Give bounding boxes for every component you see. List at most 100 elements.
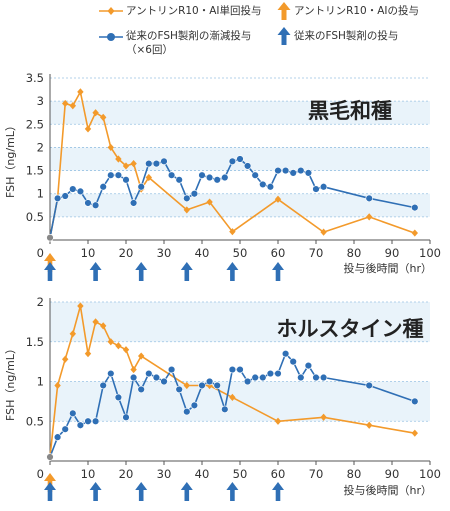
data-point-antrin [274, 417, 282, 425]
x-tick-label: 80 [347, 246, 362, 260]
data-point-conventional [281, 166, 290, 175]
data-point-conventional [61, 192, 69, 200]
data-point-conventional [228, 365, 237, 374]
x-axis-label: 投与後時間（hr） [344, 483, 433, 497]
data-point-conventional [91, 201, 100, 209]
data-point-conventional [289, 357, 297, 366]
data-point-conventional [53, 433, 62, 441]
data-point-conventional [76, 187, 85, 196]
data-point-antrin [92, 109, 99, 117]
chart-title: 黒毛和種 [308, 99, 392, 123]
data-point-antrin [115, 155, 122, 163]
data-point-conventional [122, 413, 130, 421]
data-point-conventional [69, 409, 77, 418]
data-point-conventional [160, 157, 168, 166]
data-point-conventional [243, 162, 252, 170]
data-point-antrin [183, 206, 190, 214]
chart-holstein-svg: 0.511.520 10 20 30 40 50 60 70 80 90 100FSH（ng/mL）… [4, 295, 441, 501]
data-point-conventional [319, 183, 328, 191]
data-point-conventional [129, 199, 138, 207]
data-point-antrin [62, 99, 69, 108]
data-point-antrin [411, 429, 418, 437]
data-point-conventional [266, 369, 275, 378]
y-tick-label: 1 [37, 187, 44, 201]
data-point-conventional [213, 381, 221, 390]
y-tick-label: 1.5 [26, 164, 44, 178]
plot-band [50, 101, 430, 125]
x-tick-label: 100 [419, 467, 441, 481]
data-point-antrin [100, 113, 107, 121]
x-tick-label: 20 [119, 246, 134, 260]
data-point-conventional [183, 408, 191, 416]
data-point-antrin [138, 352, 145, 360]
x-tick-label: 50 [233, 467, 248, 481]
data-point-conventional [84, 199, 92, 207]
data-point-antrin [145, 173, 152, 182]
legend-blue-arrow-label: 従来のFSH製剤の投与 [294, 30, 399, 42]
data-point-conventional [198, 381, 206, 390]
x-tick-label: 50 [233, 246, 248, 260]
y-axis-label: FSH（ng/mL） [4, 343, 17, 421]
chart-kuroge-wagyu: 0.5 1 1.5 2 2.5 3 3.5 0 10 20 30 40 50 60 70 80 90 100 FSH… [0, 64, 450, 292]
legend-orange-single-label: アントリンR10・AI単回投与 [126, 5, 262, 17]
x-tick-label: 40 [195, 467, 210, 481]
blue-dose-arrow-icon [180, 482, 193, 501]
legend-blue-multi-label: 従来のFSH製剤の漸減投与 [126, 30, 252, 42]
y-tick-label: 3.5 [26, 71, 44, 85]
data-point-conventional [304, 361, 313, 370]
data-point-conventional [281, 349, 290, 358]
x-tick-label: 90 [385, 246, 400, 260]
data-point-conventional [266, 183, 275, 191]
data-point-antrin [229, 228, 236, 236]
x-tick-label: 30 [157, 467, 172, 481]
data-point-conventional [251, 373, 259, 382]
data-point-conventional [152, 373, 161, 382]
x-tick-label: 10 [81, 246, 96, 260]
chart-kuroge-wagyu-svg: 0.5 1 1.5 2 2.5 3 3.5 0 10 20 30 40 50 60 70 80 90 100 FSH… [4, 71, 441, 281]
data-point-conventional [69, 185, 77, 193]
data-point-conventional [183, 194, 191, 203]
data-point-conventional [145, 159, 153, 168]
data-point-conventional [114, 171, 123, 179]
x-tick-label: 60 [271, 467, 286, 481]
data-point-antrin [274, 195, 282, 203]
legend-blue-multi-sublabel: （×6回） [126, 44, 173, 56]
data-point-origin [46, 233, 54, 242]
data-point-conventional [312, 373, 320, 382]
data-point-antrin [366, 421, 373, 429]
data-point-antrin [84, 125, 92, 133]
data-point-conventional [312, 185, 320, 193]
blue-dose-arrow-icon [135, 482, 148, 501]
x-tick-label: 70 [309, 467, 324, 481]
data-point-conventional [91, 417, 100, 425]
data-point-conventional [53, 194, 62, 203]
data-point-antrin [69, 102, 76, 110]
data-point-conventional [198, 171, 206, 179]
data-point-conventional [411, 397, 419, 406]
data-point-conventional [137, 183, 145, 191]
data-point-conventional [236, 155, 244, 163]
data-point-conventional [251, 171, 259, 179]
x-tick-label: 80 [347, 467, 362, 481]
data-point-conventional [259, 373, 267, 382]
data-point-conventional [107, 171, 115, 179]
legend-orange-arrow-label: アントリンR10・AIの投与 [294, 5, 420, 17]
data-point-antrin [122, 346, 130, 354]
y-tick-label: 0.5 [26, 414, 44, 428]
data-point-conventional [107, 369, 115, 378]
data-point-conventional [228, 157, 237, 166]
data-point-antrin [107, 338, 114, 346]
x-tick-label: 100 [419, 246, 441, 260]
blue-dose-arrow-icon [44, 482, 56, 501]
x-tick-label: 70 [309, 246, 324, 260]
x-tick-label: 90 [385, 467, 400, 481]
data-point-conventional [236, 365, 244, 374]
series-line-antrin [49, 305, 415, 458]
data-point-conventional [122, 176, 130, 184]
y-tick-label: 3 [37, 94, 44, 108]
blue-dose-arrow-icon [44, 262, 56, 281]
data-point-conventional [243, 377, 252, 386]
data-point-conventional [129, 373, 138, 382]
data-point-conventional [274, 166, 282, 175]
data-point-conventional [167, 171, 176, 179]
